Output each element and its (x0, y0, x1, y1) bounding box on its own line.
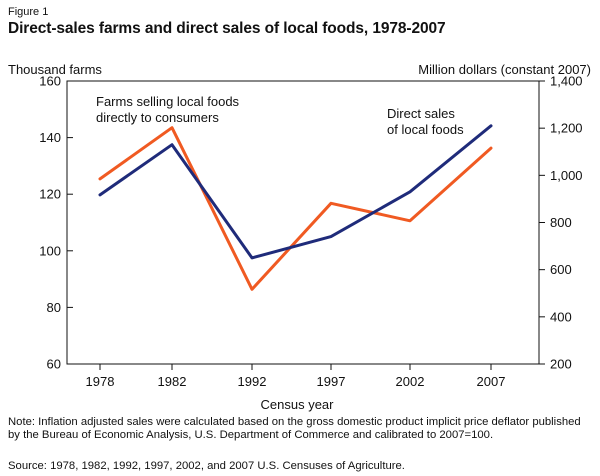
sales-series-label: Direct sales (387, 106, 455, 121)
farms-series-line (98, 126, 493, 291)
farms-series-label: Farms selling local foods (96, 94, 240, 109)
left-tick-label: 60 (47, 357, 61, 372)
right-tick-label: 200 (550, 357, 572, 372)
chart-title: Direct-sales farms and direct sales of l… (8, 20, 446, 37)
right-tick-label: 1,000 (550, 168, 583, 183)
left-tick-label: 80 (47, 300, 61, 315)
right-tick-label: 1,200 (550, 121, 583, 136)
x-tick-label: 2002 (396, 374, 425, 389)
x-tick-label: 1992 (238, 374, 267, 389)
x-tick-label: 1978 (86, 374, 115, 389)
chart-note: Note: Inflation adjusted sales were calc… (8, 416, 581, 441)
x-tick-label: 2007 (477, 374, 506, 389)
left-tick-label: 100 (39, 243, 61, 258)
right-tick-label: 1,400 (550, 74, 583, 89)
left-axis-title: Thousand farms (8, 62, 102, 77)
figure-label: Figure 1 (8, 6, 49, 18)
x-tick-label: 1997 (317, 374, 346, 389)
left-tick-label: 160 (39, 74, 61, 89)
sales-series-line (98, 124, 493, 260)
right-tick-label: 600 (550, 262, 572, 277)
right-tick-label: 400 (550, 309, 572, 324)
left-tick-label: 140 (39, 130, 61, 145)
farms-series-label: directly to consumers (96, 110, 219, 125)
right-tick-label: 800 (550, 215, 572, 230)
left-tick-label: 120 (39, 187, 61, 202)
x-axis-title: Census year (261, 397, 335, 412)
x-tick-label: 1982 (158, 374, 187, 389)
chart-source: Source: 1978, 1982, 1992, 1997, 2002, an… (8, 460, 405, 472)
sales-series-label: of local foods (387, 122, 464, 137)
right-axis-title: Million dollars (constant 2007) (418, 62, 591, 77)
